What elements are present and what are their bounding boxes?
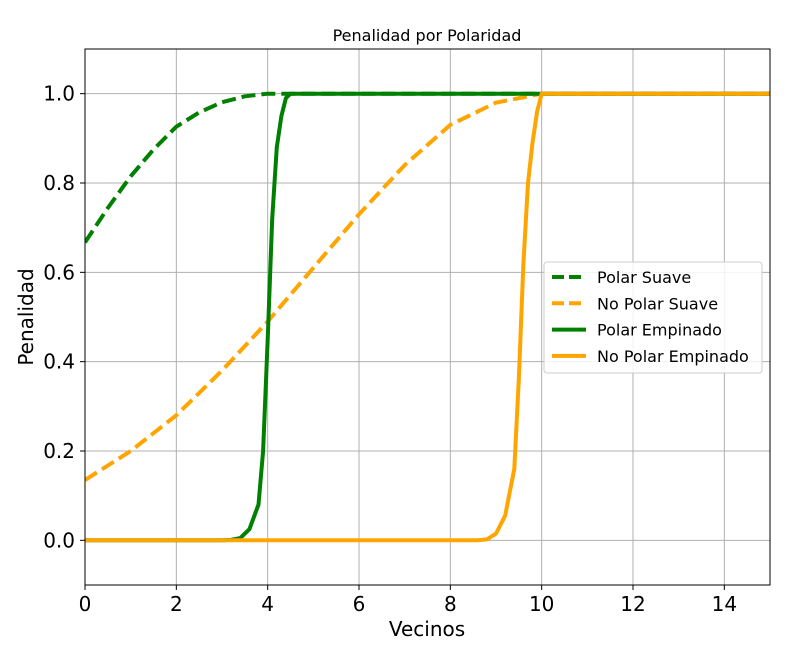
series-line-1	[85, 91, 770, 244]
legend-box	[543, 261, 763, 374]
series-line-4	[85, 91, 770, 543]
y-tick-label: 0.8	[43, 171, 75, 195]
y-tick-label: 0.2	[43, 439, 75, 463]
y-tick-label: 1.0	[43, 82, 75, 106]
y-tick-label: 0.0	[43, 528, 75, 552]
legend-label: No Polar Suave	[597, 294, 718, 313]
legend-label: No Polar Empinado	[597, 347, 749, 366]
legend-label: Polar Suave	[597, 268, 691, 287]
x-axis-label: Vecinos	[389, 617, 465, 641]
x-tick-label: 8	[444, 592, 457, 616]
y-tick-label: 0.4	[43, 350, 75, 374]
y-axis-label: Penalidad	[14, 268, 38, 365]
series-layer	[85, 91, 770, 543]
y-tick-label: 0.6	[43, 260, 75, 284]
x-tick-label: 6	[353, 592, 366, 616]
legend: Polar Suave No Polar Suave Polar Empinado N…	[543, 261, 763, 374]
x-tick-label: 4	[261, 592, 274, 616]
x-tick-label: 0	[79, 592, 92, 616]
x-tick-label: 12	[620, 592, 645, 616]
series-line-3	[85, 91, 770, 543]
chart-title: Penalidad por Polaridad	[333, 26, 522, 45]
x-tick-label: 14	[712, 592, 737, 616]
ticks: 0 2 4 6 8 10 12 14 0.0 0.2 0.4 0.6 0.8 1.0	[43, 82, 737, 616]
legend-label: Polar Empinado	[597, 321, 722, 340]
x-tick-label: 10	[529, 592, 554, 616]
plot-frame	[84, 48, 771, 586]
x-tick-label: 2	[170, 592, 183, 616]
